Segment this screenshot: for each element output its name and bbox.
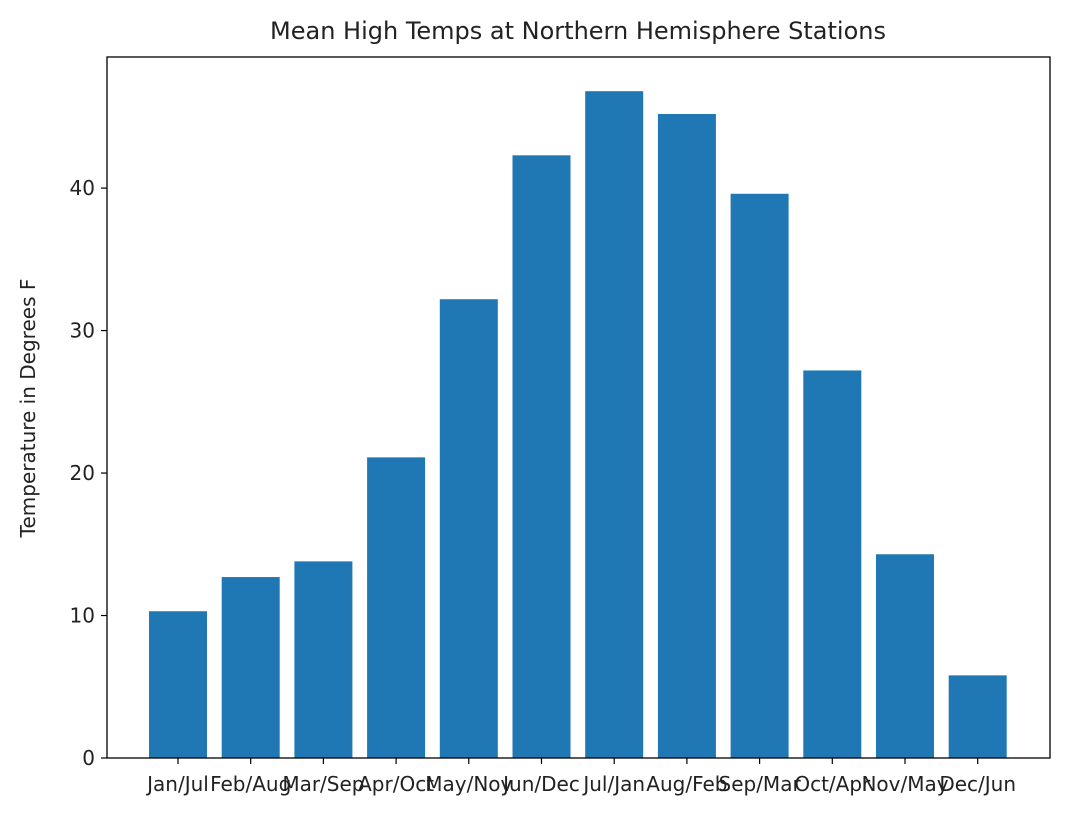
bar-may-nov [439,299,498,758]
bar-apr-oct [367,457,426,758]
bar-dec-jun [948,675,1007,758]
bar-aug-feb [657,113,716,758]
bar-jul-jan [585,91,644,758]
bar-feb-aug [221,577,280,758]
bar-jun-dec [512,155,571,758]
y-tick-label: 40 [70,176,95,200]
bar-nov-may [876,554,934,758]
y-axis: 0 10 20 30 40 [70,176,107,770]
y-tick-label: 20 [70,461,95,485]
x-axis: Jan/Jul Feb/AugMar/SepApr/OctMay/NovJun/D… [145,758,1016,796]
x-tick-label: Sep/Mar [719,772,802,796]
y-axis-label: Temperature in Degrees F [16,279,40,539]
bar-mar-sep [294,561,353,758]
bar-jan-jul [149,611,207,758]
plot-frame [106,56,1051,759]
x-tick-label: May/Nov [425,772,512,796]
x-tick-label: Aug/Feb [646,772,727,796]
x-tick-label: Apr/Oct [358,772,434,796]
x-tick-label: Nov/May [861,772,948,796]
y-tick-label: 0 [82,746,95,770]
y-tick-label: 10 [70,604,95,628]
y-tick-label: 30 [70,319,95,343]
bars-group [149,91,1007,758]
x-tick-label: Dec/Jun [939,772,1016,796]
x-tick-label: Oct/Apr [794,772,871,796]
x-tick-label: Jan/Jul [145,772,209,796]
x-tick-label: Feb/Aug [210,772,291,796]
bar-sep-mar [730,193,789,758]
x-tick-label: Mar/Sep [282,772,364,796]
bar-oct-apr [803,370,862,758]
x-tick-label: Jun/Dec [501,772,580,796]
x-tick-label: Jul/Jan [581,772,645,796]
chart-title: Mean High Temps at Northern Hemisphere S… [270,17,886,45]
